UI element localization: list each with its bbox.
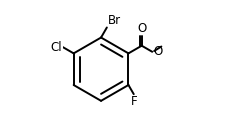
Text: O: O	[153, 45, 162, 58]
Text: O: O	[137, 22, 146, 35]
Text: Br: Br	[107, 15, 120, 28]
Text: F: F	[130, 95, 136, 108]
Text: Cl: Cl	[50, 41, 62, 54]
